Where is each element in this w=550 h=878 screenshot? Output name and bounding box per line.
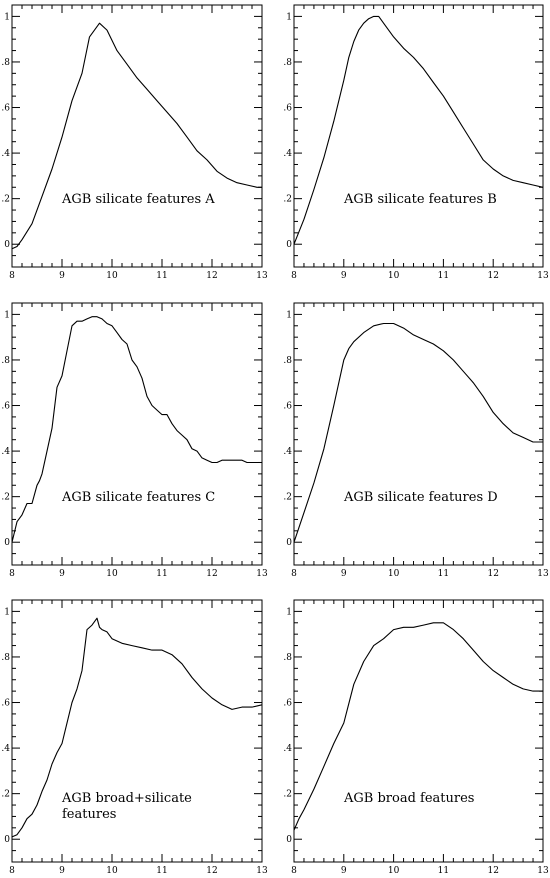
y-tick-label: .6 bbox=[1, 699, 10, 709]
x-tick-label: 13 bbox=[537, 866, 549, 876]
y-tick-label: .4 bbox=[1, 149, 10, 159]
x-tick-label: 10 bbox=[106, 866, 118, 876]
x-tick-label: 10 bbox=[106, 271, 118, 281]
x-tick-label: 9 bbox=[341, 569, 347, 579]
y-tick-label: 0 bbox=[286, 835, 292, 845]
plot-frame bbox=[293, 302, 544, 566]
plot-frame bbox=[11, 302, 263, 566]
x-tick-label: 9 bbox=[59, 866, 65, 876]
x-tick-label: 10 bbox=[106, 569, 118, 579]
y-tick-label: 1 bbox=[4, 12, 10, 22]
y-tick-label: .6 bbox=[1, 402, 10, 412]
x-tick-label: 13 bbox=[256, 866, 268, 876]
panel-label: features bbox=[62, 807, 116, 822]
y-tick-label: 0 bbox=[286, 538, 292, 548]
panel-label: AGB silicate features B bbox=[343, 192, 497, 207]
x-tick-label: 9 bbox=[59, 271, 65, 281]
panel-d: 8 9 10 11 12 13 0 .2 .4 .6 .8 1 AGB silicate feature… bbox=[283, 302, 549, 579]
panel-a: 8 9 10 11 12 13 0 .2 .4 .6 .8 1 AGB silicate feature… bbox=[1, 4, 268, 281]
x-tick-label: 12 bbox=[487, 866, 498, 876]
y-tick-label: .4 bbox=[283, 149, 292, 159]
x-tick-label: 11 bbox=[438, 271, 449, 281]
y-tick-label: .6 bbox=[1, 104, 10, 114]
y-tick-label: .8 bbox=[283, 356, 292, 366]
y-tick-label: .6 bbox=[283, 402, 292, 412]
plot-frame bbox=[11, 599, 263, 863]
spectrum-line bbox=[11, 22, 262, 250]
x-tick-label: 8 bbox=[291, 866, 297, 876]
plot-frame bbox=[293, 599, 544, 863]
spectrum-line bbox=[293, 15, 544, 245]
panel-label: AGB broad+silicate bbox=[61, 791, 192, 806]
y-tick-label: .4 bbox=[1, 447, 10, 457]
y-tick-label: .8 bbox=[1, 653, 10, 663]
x-tick-label: 8 bbox=[9, 866, 15, 876]
x-tick-label: 8 bbox=[9, 271, 15, 281]
panel-label: AGB silicate features D bbox=[343, 490, 498, 505]
panel-c: 8 9 10 11 12 13 0 .2 .4 .6 .8 1 AGB silicate feature… bbox=[1, 302, 268, 579]
x-tick-label: 13 bbox=[256, 271, 268, 281]
y-tick-label: .6 bbox=[283, 104, 292, 114]
y-tick-label: 1 bbox=[286, 12, 292, 22]
y-tick-label: .4 bbox=[283, 744, 292, 754]
spectrum-line bbox=[293, 622, 543, 831]
panel-e: 8 9 10 11 12 13 0 .2 .4 .6 .8 1 AGB broad+silicatefe… bbox=[1, 599, 268, 876]
y-tick-label: 0 bbox=[4, 538, 10, 548]
x-tick-label: 12 bbox=[487, 569, 498, 579]
x-tick-label: 8 bbox=[9, 569, 15, 579]
y-tick-label: 1 bbox=[4, 310, 10, 320]
y-tick-label: .8 bbox=[283, 653, 292, 663]
plot-frame bbox=[293, 4, 544, 268]
x-tick-label: 12 bbox=[487, 271, 498, 281]
x-tick-label: 11 bbox=[156, 866, 167, 876]
x-tick-label: 13 bbox=[537, 569, 549, 579]
x-tick-label: 9 bbox=[341, 271, 347, 281]
x-tick-label: 9 bbox=[341, 866, 347, 876]
spectrum-line bbox=[293, 322, 543, 543]
y-tick-label: .2 bbox=[283, 790, 292, 800]
panel-label: AGB silicate features C bbox=[61, 490, 215, 505]
x-tick-label: 11 bbox=[438, 569, 449, 579]
panel-b: 8 9 10 11 12 13 0 .2 .4 .6 .8 1 AGB silicate feature… bbox=[283, 4, 549, 281]
y-tick-label: .8 bbox=[283, 58, 292, 68]
y-tick-label: .6 bbox=[283, 699, 292, 709]
x-tick-label: 8 bbox=[291, 569, 297, 579]
x-tick-label: 11 bbox=[156, 271, 167, 281]
y-tick-label: 0 bbox=[4, 240, 10, 250]
y-tick-label: .2 bbox=[283, 493, 292, 503]
x-tick-label: 10 bbox=[388, 866, 400, 876]
spectrum-line bbox=[11, 316, 262, 543]
x-tick-label: 9 bbox=[59, 569, 65, 579]
x-tick-label: 12 bbox=[206, 569, 217, 579]
spectrum-line bbox=[11, 617, 263, 838]
x-tick-label: 13 bbox=[537, 271, 549, 281]
y-tick-label: .8 bbox=[1, 356, 10, 366]
x-tick-label: 13 bbox=[256, 569, 268, 579]
y-tick-label: 1 bbox=[4, 607, 10, 617]
plot-frame bbox=[11, 4, 263, 268]
panel-label: AGB silicate features A bbox=[61, 192, 215, 207]
x-tick-label: 12 bbox=[206, 866, 217, 876]
x-tick-label: 10 bbox=[388, 271, 400, 281]
y-tick-label: 1 bbox=[286, 310, 292, 320]
x-tick-label: 11 bbox=[156, 569, 167, 579]
y-tick-label: 1 bbox=[286, 607, 292, 617]
y-tick-label: .2 bbox=[1, 493, 10, 503]
x-tick-label: 8 bbox=[291, 271, 297, 281]
y-tick-label: .8 bbox=[1, 58, 10, 68]
y-tick-label: .2 bbox=[1, 790, 10, 800]
x-tick-label: 10 bbox=[388, 569, 400, 579]
x-tick-label: 12 bbox=[206, 271, 217, 281]
y-tick-label: .2 bbox=[1, 195, 10, 205]
y-tick-label: .2 bbox=[283, 195, 292, 205]
y-tick-label: 0 bbox=[286, 240, 292, 250]
y-tick-label: .4 bbox=[283, 447, 292, 457]
panel-label: AGB broad features bbox=[343, 791, 474, 806]
y-tick-label: 0 bbox=[4, 835, 10, 845]
panel-f: 8 9 10 11 12 13 0 .2 .4 .6 .8 1 AGB broad features bbox=[283, 599, 549, 876]
x-tick-label: 11 bbox=[438, 866, 449, 876]
y-tick-label: .4 bbox=[1, 744, 10, 754]
